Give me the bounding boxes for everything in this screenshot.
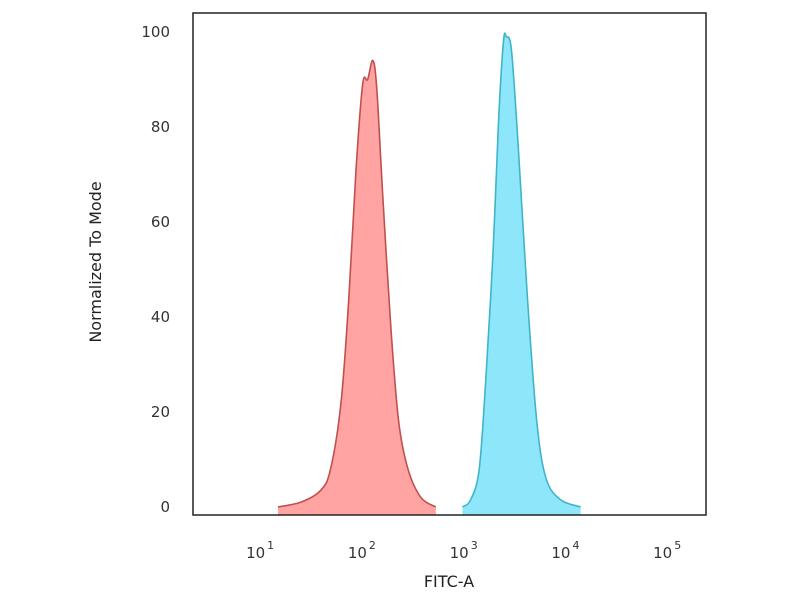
series-1-line bbox=[277, 59, 437, 508]
y-tick-label: 60 bbox=[151, 213, 170, 231]
x-tick-label: 10 2 bbox=[348, 539, 376, 562]
series-2-fill bbox=[462, 33, 581, 516]
y-axis-label: Normalized To Mode bbox=[86, 181, 105, 342]
x-tick-label: 10 4 bbox=[551, 539, 579, 562]
y-tick-label: 80 bbox=[151, 118, 170, 136]
x-axis-label: FITC-A bbox=[424, 572, 474, 591]
plot-frame bbox=[192, 12, 707, 516]
y-tick-label: 40 bbox=[151, 308, 170, 326]
x-tick-label: 10 5 bbox=[653, 539, 681, 562]
x-tick-label: 10 3 bbox=[450, 539, 478, 562]
y-tick-label: 0 bbox=[160, 498, 170, 516]
y-tick-label: 20 bbox=[151, 403, 170, 421]
series-layer bbox=[277, 32, 581, 516]
series-1-fill bbox=[278, 60, 436, 515]
x-axis-ticks: 10 1 10 2 10 3 10 4 10 5 bbox=[246, 539, 681, 562]
y-tick-label: 100 bbox=[141, 23, 170, 41]
series-2-line bbox=[461, 32, 581, 508]
x-tick-label: 10 1 bbox=[246, 539, 274, 562]
y-axis-ticks: 0 20 40 60 80 100 bbox=[141, 23, 170, 516]
